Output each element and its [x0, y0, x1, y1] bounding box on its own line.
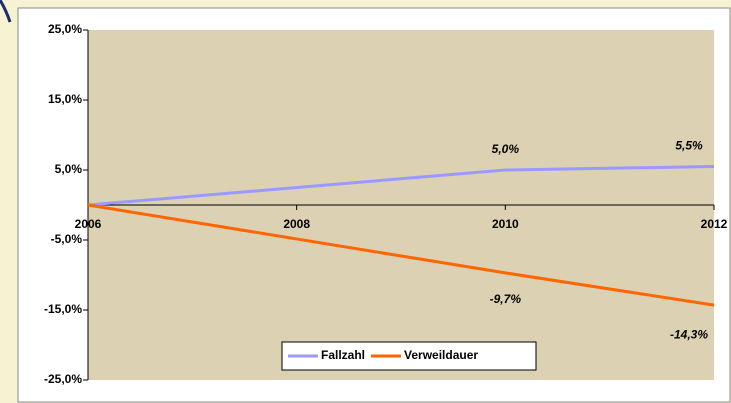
series-line — [87, 165, 715, 207]
x-tick-label: 2010 — [492, 217, 519, 231]
x-tick-label: 2006 — [75, 217, 102, 231]
y-tick-label: -25,0% — [44, 372, 82, 386]
legend-box — [281, 341, 537, 371]
frame-accent — [0, 0, 12, 23]
legend-label: Verweildauer — [404, 348, 478, 362]
x-tick-label: 2008 — [283, 217, 310, 231]
data-label: 5,0% — [492, 142, 520, 156]
data-label: 5,5% — [675, 139, 703, 153]
series-line — [87, 203, 715, 307]
y-tick-label: 25,0% — [48, 22, 82, 36]
legend-label: Fallzahl — [321, 348, 365, 362]
data-label: -9,7% — [490, 292, 522, 306]
y-tick-label: 15,0% — [48, 92, 82, 106]
y-tick-label: 5,0% — [55, 162, 83, 176]
data-label: -14,3% — [670, 327, 708, 341]
y-tick-label: -15,0% — [44, 302, 82, 316]
y-tick-label: -5,0% — [51, 232, 83, 246]
x-tick-label: 2012 — [701, 217, 728, 231]
